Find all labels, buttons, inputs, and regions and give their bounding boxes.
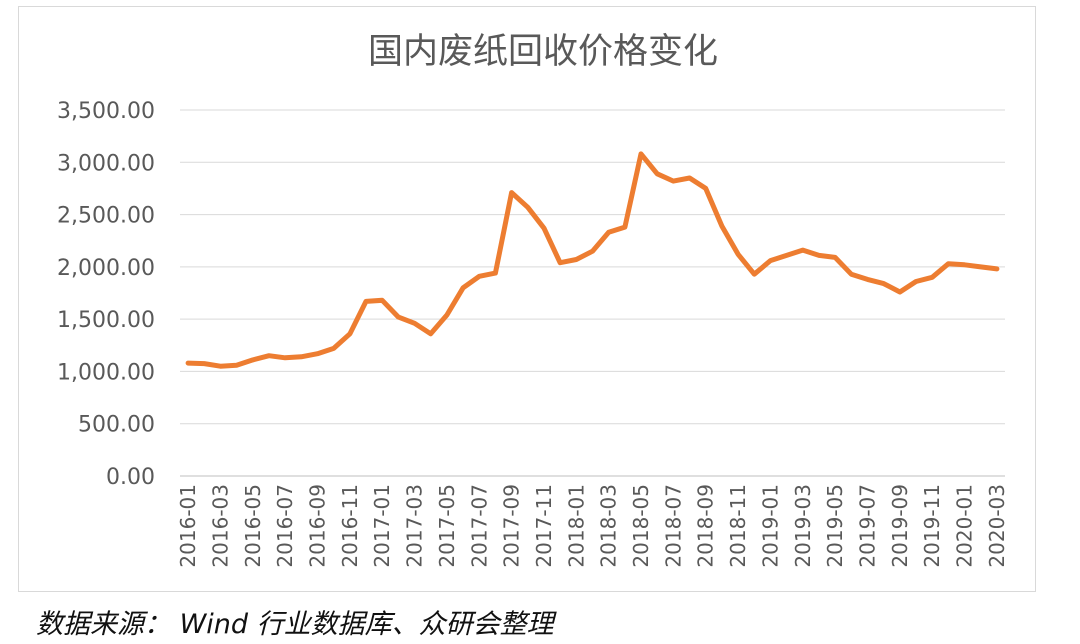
series-line	[185, 151, 1000, 369]
chart-title: 国内废纸回收价格变化	[368, 32, 718, 72]
x-tick-label: 2019-09	[888, 484, 912, 568]
x-tick-label: 2016-01	[176, 484, 200, 568]
x-tick-label: 2017-09	[500, 484, 524, 568]
x-tick-label: 2018-03	[597, 484, 621, 568]
x-tick-label: 2017-05	[435, 484, 459, 568]
x-tick-label: 2018-05	[629, 484, 653, 568]
x-tick-label: 2017-07	[467, 484, 491, 568]
y-tick-label: 2,500.00	[57, 204, 155, 229]
x-tick-label: 2016-07	[273, 484, 297, 568]
x-tick-label: 2016-11	[338, 484, 362, 568]
y-axis-tick-labels: 0.00 500.00 1,000.00 1,500.00 2,000.00 2,500.…	[57, 99, 155, 490]
y-tick-label: 0.00	[106, 465, 155, 490]
x-tick-label: 2016-05	[241, 484, 265, 568]
x-tick-label: 2018-01	[564, 484, 588, 568]
x-tick-label: 2018-11	[726, 484, 750, 568]
x-tick-label: 2016-03	[208, 484, 232, 568]
x-tick-label: 2018-07	[661, 484, 685, 568]
source-note: 数据来源： Wind 行业数据库、众研会整理	[36, 609, 554, 640]
x-tick-label: 2017-11	[532, 484, 556, 568]
x-tick-label: 2019-07	[856, 484, 880, 568]
x-axis-tick-labels: 2016-01 2016-03 2016-05 2016-07 2016-09 2016-…	[176, 484, 1009, 568]
x-tick-label: 2019-05	[823, 484, 847, 568]
x-tick-label: 2020-01	[953, 484, 977, 568]
x-tick-label: 2017-01	[370, 484, 394, 568]
chart-frame	[18, 6, 1036, 592]
gridlines	[180, 109, 1005, 477]
x-tick-label: 2020-03	[985, 484, 1009, 568]
y-tick-label: 2,000.00	[57, 256, 155, 281]
chart-area: 国内废纸回收价格变化 0.00 500.00 1,000.00 1,500.00 2,0…	[57, 32, 1009, 568]
x-tick-label: 2017-03	[403, 484, 427, 568]
x-tick-label: 2018-09	[694, 484, 718, 568]
x-tick-label: 2016-09	[306, 484, 330, 568]
x-tick-label: 2019-03	[791, 484, 815, 568]
x-tick-label: 2019-01	[758, 484, 782, 568]
y-tick-label: 3,500.00	[57, 99, 155, 124]
y-tick-label: 1,500.00	[57, 308, 155, 333]
x-tick-label: 2019-11	[920, 484, 944, 568]
y-tick-label: 500.00	[78, 413, 155, 438]
y-tick-label: 3,000.00	[57, 151, 155, 176]
series-group	[185, 151, 1000, 369]
y-tick-label: 1,000.00	[57, 360, 155, 385]
